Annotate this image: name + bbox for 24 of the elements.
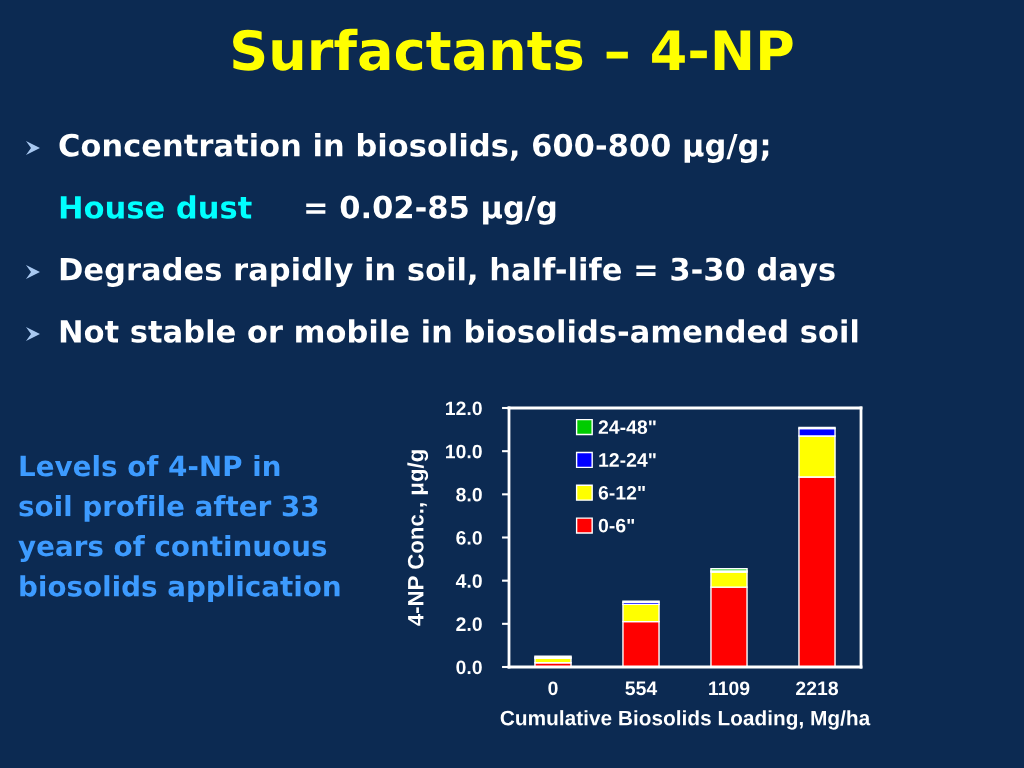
x-tick-label: 554 (625, 681, 658, 696)
text: Concentration in biosolids, 600-800 μg/g; (59, 133, 769, 163)
legend-label: 24-48" (598, 420, 656, 435)
text: Degrades rapidly in soil, half-life = 3-30 days (60, 257, 835, 287)
x-tick-label: 0 (548, 681, 558, 696)
y-tick-label: 8.0 (456, 487, 482, 502)
text: Levels of 4-NP in soil profile after 33 years of continuous biosolids application (18, 455, 340, 603)
y-tick-label: 10.0 (445, 444, 482, 459)
text: House dust (60, 195, 252, 219)
y-axis-title: 4-NP Conc., μg/g (407, 450, 429, 626)
x-axis-title: Cumulative Biosolids Loading, Mg/ha (500, 710, 871, 730)
x-tick-label: 1109 (709, 681, 750, 696)
y-tick-label: 12.0 (445, 401, 482, 416)
text: Not stable or mobile in biosolids-amended soil (60, 319, 858, 343)
y-tick-label: 6.0 (456, 530, 482, 545)
text: = 0.02-85 μg/g (306, 195, 556, 225)
y-tick-label: 0.0 (456, 660, 482, 675)
legend-label: 0-6" (598, 518, 635, 533)
y-tick-label: 2.0 (456, 617, 482, 632)
chart-title: Surfactants – 4-NP (233, 28, 793, 71)
x-tick-label: 2218 (796, 681, 839, 696)
legend-label: 12-24" (599, 453, 656, 467)
legend-label: 6-12" (598, 485, 645, 500)
y-tick-label: 4.0 (455, 574, 482, 588)
